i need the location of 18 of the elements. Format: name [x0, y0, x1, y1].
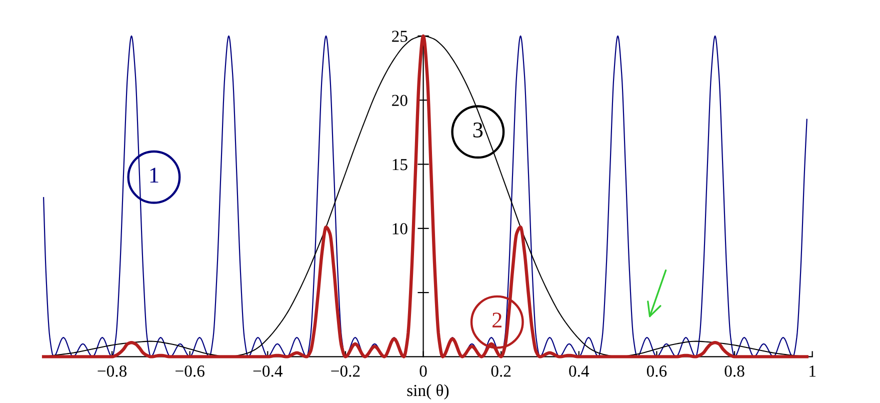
y-tick-label: 25	[392, 30, 408, 42]
x-tick-label: −0.4	[253, 366, 283, 377]
y-tick-label: 15	[392, 159, 408, 170]
series-label: 3	[473, 122, 483, 138]
x-tick-label: 0.2	[491, 366, 511, 377]
x-tick-label: 1	[810, 366, 816, 377]
x-axis-title: sin( θ)	[407, 384, 449, 400]
x-tick-label: −0.2	[331, 366, 360, 377]
series-label: 1	[150, 168, 158, 182]
x-tick-label: 0.8	[724, 366, 744, 377]
x-tick-label: −0.8	[98, 366, 127, 377]
x-tick-label: 0.6	[646, 366, 667, 377]
x-tick-label: −0.6	[176, 366, 204, 377]
y-tick-label: 10	[392, 223, 408, 234]
y-tick-label: 20	[392, 94, 408, 106]
x-tick-label: 0	[420, 366, 427, 377]
x-tick-label: 0.4	[569, 366, 590, 377]
series-label: 2	[492, 312, 502, 328]
